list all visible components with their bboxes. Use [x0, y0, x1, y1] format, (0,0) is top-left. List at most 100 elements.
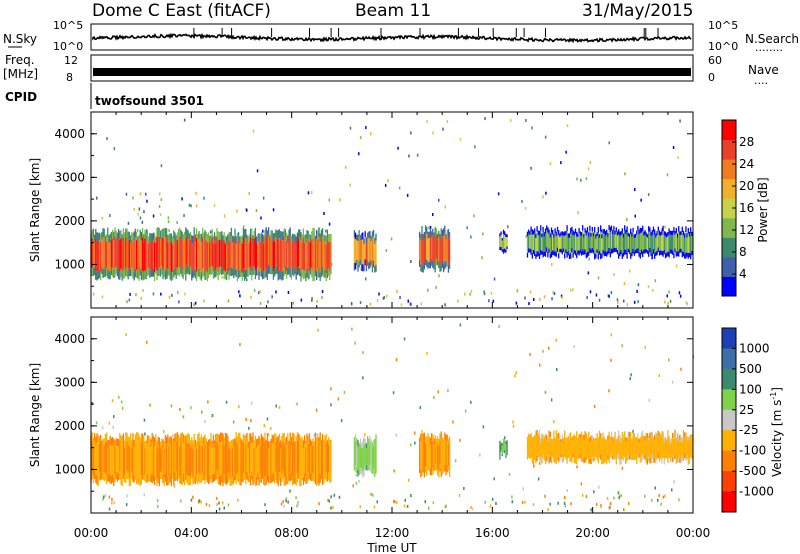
vel-scatter-point: [620, 494, 622, 497]
power-scatter-point: [560, 161, 562, 165]
power-ylabel: Slant Range [km]: [28, 158, 42, 262]
power-scatter-point: [474, 145, 476, 149]
power-scatter-point: [321, 296, 323, 299]
power-scatter-point: [382, 296, 385, 300]
power-scatter-point: [378, 292, 380, 296]
power-scatter-point: [432, 213, 434, 216]
velocity-colorbar-segment: [722, 368, 736, 390]
vel-scatter-point: [163, 430, 165, 434]
power-scatter-point: [160, 164, 163, 168]
power-scatter-point: [666, 294, 668, 298]
power-scatter-point: [432, 131, 434, 135]
power-scatter-point: [438, 274, 440, 278]
power-colorbar-tick-label: 8: [739, 245, 747, 259]
power-scatter-point: [553, 292, 556, 296]
power-scatter-point: [617, 301, 619, 305]
vel-echo-band: [353, 434, 377, 478]
power-scatter-point: [654, 279, 657, 283]
power-scatter-point: [429, 226, 432, 229]
vel-scatter-point: [227, 503, 230, 507]
power-colorbar-segment: [722, 139, 736, 160]
power-scatter-point: [287, 291, 290, 294]
power-scatter-point: [566, 124, 569, 128]
velocity-colorbar-tick-label: 1000: [739, 341, 770, 355]
vel-scatter-point: [330, 403, 332, 407]
power-scatter-point: [516, 289, 519, 293]
vel-scatter-point: [111, 399, 114, 403]
power-scatter-point: [576, 177, 578, 181]
power-scatter-point: [272, 208, 275, 212]
power-colorbar-segment: [722, 198, 736, 219]
vel-scatter-point: [121, 406, 124, 410]
power-scatter-point: [444, 303, 446, 307]
vel-scatter-point: [651, 498, 653, 502]
vel-scatter-point: [484, 500, 487, 504]
power-scatter-point: [159, 192, 161, 196]
vel-scatter-point: [593, 404, 596, 408]
vel-scatter-point: [632, 430, 634, 434]
vel-scatter-point: [190, 406, 192, 410]
vel-scatter-point: [338, 495, 341, 499]
vel-scatter-point: [296, 504, 298, 508]
power-scatter-point: [311, 191, 313, 195]
power-scatter-point: [623, 282, 626, 286]
vel-xtick-label: 16:00: [475, 526, 510, 540]
vel-scatter-point: [627, 501, 630, 505]
date-title: 31/May/2015: [582, 1, 694, 21]
vel-scatter-point: [432, 501, 435, 505]
power-scatter-point: [544, 135, 547, 139]
vel-scatter-point: [521, 500, 524, 504]
velocity-colorbar-frame: [721, 327, 737, 513]
power-scatter-point: [136, 229, 139, 233]
power-scatter-point: [376, 299, 379, 302]
power-scatter-point: [129, 292, 131, 296]
vel-scatter-point: [180, 499, 182, 503]
power-scatter-point: [435, 285, 437, 289]
vel-scatter-point: [658, 374, 660, 377]
power-scatter-point: [613, 273, 615, 276]
vel-scatter-point: [143, 418, 146, 422]
nave-dots: ....: [754, 74, 768, 87]
vel-scatter-point: [408, 478, 410, 482]
vel-scatter-point: [619, 494, 621, 498]
vel-scatter-point: [295, 496, 297, 500]
power-scatter-point: [524, 206, 527, 210]
power-echo-band: [526, 225, 693, 260]
power-scatter-point: [92, 292, 95, 296]
power-scatter-point: [589, 161, 592, 164]
cpid-value: twofsound 3501: [95, 94, 204, 108]
velocity-colorbar-segment: [722, 450, 736, 472]
vel-scatter-point: [470, 400, 472, 404]
power-scatter-point: [160, 198, 163, 202]
vel-scatter-point: [644, 345, 646, 349]
power-scatter-point: [664, 225, 666, 229]
power-scatter-point: [344, 165, 347, 169]
vel-scatter-point: [393, 469, 395, 473]
vel-scatter-point: [223, 506, 225, 510]
power-scatter-point: [664, 300, 666, 304]
vel-scatter-point: [524, 500, 526, 504]
vel-echo-band: [499, 436, 508, 460]
power-scatter-point: [588, 257, 590, 261]
cpid-label: CPID: [5, 90, 37, 104]
vel-scatter-point: [544, 494, 546, 498]
vel-scatter-point: [403, 504, 406, 508]
power-scatter-point: [577, 211, 579, 215]
vel-xtick-label: 08:00: [274, 526, 309, 540]
vel-scatter-point: [555, 338, 557, 342]
power-scatter-point: [255, 209, 258, 212]
velocity-echo-bands: [90, 429, 693, 487]
vel-scatter-point: [143, 493, 145, 497]
power-scatter-point: [481, 256, 483, 260]
power-scatter-point: [331, 262, 333, 266]
power-scatter-point: [140, 296, 142, 300]
vel-scatter-point: [376, 500, 378, 504]
power-scatter-point: [428, 226, 430, 230]
power-scatter-point: [325, 229, 327, 233]
power-scatter-point: [339, 198, 341, 202]
radar-title: Dome C East (fitACF): [92, 1, 271, 21]
power-scatter-point: [184, 292, 186, 296]
vel-scatter-point: [654, 486, 656, 490]
power-scatter-point: [181, 197, 183, 201]
vel-scatter-point: [208, 504, 211, 508]
